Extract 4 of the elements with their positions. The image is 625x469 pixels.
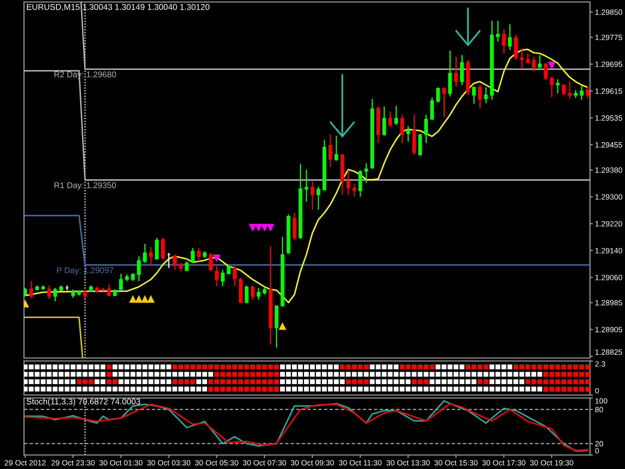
chart-title: EURUSD,M15 1.30043 1.30149 1.30040 1.30120 bbox=[26, 4, 210, 11]
annotation: P Day: 1.29097 bbox=[57, 267, 114, 275]
chart-title: Stoch(11,3,3) 70.6872 74.0003 bbox=[26, 398, 140, 406]
annotation: R1 Day: 1.29350 bbox=[54, 182, 116, 190]
